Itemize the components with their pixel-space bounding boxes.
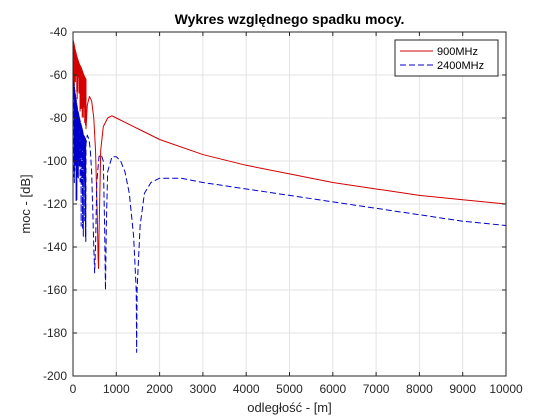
x-tick-label: 8000: [406, 382, 433, 396]
chart-title: Wykres względnego spadku mocy.: [175, 11, 405, 27]
axis-ticks: [72, 31, 507, 377]
x-tick-label: 9000: [449, 382, 476, 396]
y-axis-label: moc - [dB]: [18, 174, 33, 233]
y-tick-label: -120: [43, 197, 67, 211]
x-tick-label: 3000: [190, 382, 217, 396]
x-tick-label: 1000: [103, 382, 130, 396]
y-tick-label: -160: [43, 283, 67, 297]
tick-labels: 0 1000 2000 3000 4000 5000 6000 7000 8000 9000 100…: [43, 25, 523, 396]
y-tick-label: -200: [43, 369, 67, 383]
y-tick-label: -180: [43, 326, 67, 340]
legend-label: 900MHz: [437, 46, 478, 58]
x-tick-label: 2000: [146, 382, 173, 396]
x-tick-label: 0: [70, 382, 77, 396]
legend-label: 2400MHz: [437, 60, 484, 72]
series-line-2400MHz: [73, 79, 506, 353]
x-tick-label: 6000: [319, 382, 346, 396]
series-layer: [73, 40, 506, 353]
y-tick-label: -140: [43, 240, 67, 254]
x-axis-label: odległość - [m]: [247, 400, 332, 415]
series-line-900MHz: [73, 40, 506, 269]
x-tick-label: 10000: [489, 382, 523, 396]
y-tick-label: -40: [50, 25, 68, 39]
legend-box: [394, 39, 499, 77]
y-tick-label: -100: [43, 154, 67, 168]
legend: 900MHz 2400MHz: [394, 39, 499, 77]
y-tick-label: -80: [50, 111, 68, 125]
x-tick-label: 7000: [363, 382, 390, 396]
y-tick-label: -60: [50, 68, 68, 82]
x-tick-label: 4000: [233, 382, 260, 396]
x-tick-label: 5000: [276, 382, 303, 396]
